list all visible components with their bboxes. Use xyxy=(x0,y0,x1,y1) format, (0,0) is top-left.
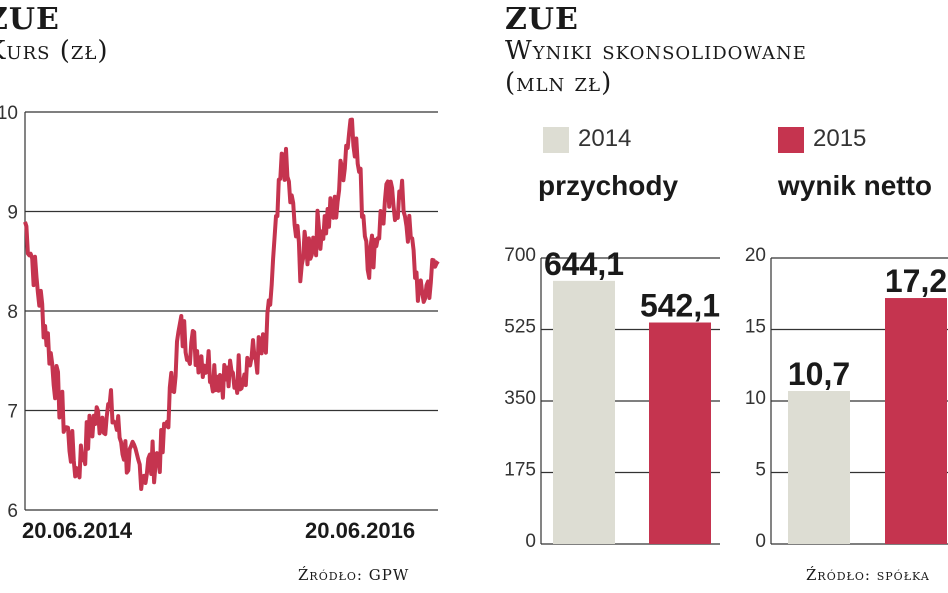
y-tick-label: 6 xyxy=(7,501,18,522)
y-tick-label: 0 xyxy=(525,531,536,552)
legend-label-2014: 2014 xyxy=(578,125,632,152)
y-tick-label: 15 xyxy=(745,317,766,338)
net-result-value-label: 10,7 xyxy=(788,356,850,392)
price-series-line xyxy=(23,117,440,491)
right-subtitle-2: (mln zł) xyxy=(505,68,613,98)
y-tick-label: 7 xyxy=(7,402,18,423)
right-source: Źródło: spółka xyxy=(806,566,930,584)
date-end-label: 20.06.2016 xyxy=(305,518,416,543)
left-title: ZUE xyxy=(0,2,60,37)
y-tick-label: 8 xyxy=(7,302,18,323)
right-subtitle-1: Wyniki skonsolidowane xyxy=(505,36,807,66)
left-subtitle: Kurs (zł) xyxy=(0,36,109,66)
y-tick-label: 175 xyxy=(504,460,536,481)
right-title: ZUE xyxy=(505,2,579,37)
legend-swatch-2014 xyxy=(543,127,569,153)
y-tick-label: 9 xyxy=(7,203,18,224)
y-tick-label: 5 xyxy=(755,460,766,481)
revenue-bar-2015 xyxy=(649,322,711,544)
y-tick-label: 350 xyxy=(504,388,536,409)
metric-title-net-result: wynik netto xyxy=(778,170,933,201)
revenue-bar-2014 xyxy=(553,280,615,544)
net-result-value-label: 17,2 xyxy=(885,263,947,299)
left-source: Źródło: GPW xyxy=(298,566,410,584)
net-result-bar-2015 xyxy=(885,298,947,544)
metric-title-revenue: przychody xyxy=(538,170,679,201)
date-start-label: 20.06.2014 xyxy=(22,518,133,543)
revenue-value-label: 542,1 xyxy=(640,288,720,324)
legend-label-2015: 2015 xyxy=(813,125,867,152)
y-tick-label: 10 xyxy=(745,388,766,409)
y-tick-label: 700 xyxy=(504,245,536,266)
legend-swatch-2015 xyxy=(778,127,804,153)
y-tick-label: 20 xyxy=(745,245,766,266)
y-tick-label: 0 xyxy=(755,531,766,552)
revenue-value-label: 644,1 xyxy=(544,246,624,282)
net-result-bar-2014 xyxy=(788,390,850,544)
y-tick-label: 10 xyxy=(0,103,18,124)
y-tick-label: 525 xyxy=(504,317,536,338)
